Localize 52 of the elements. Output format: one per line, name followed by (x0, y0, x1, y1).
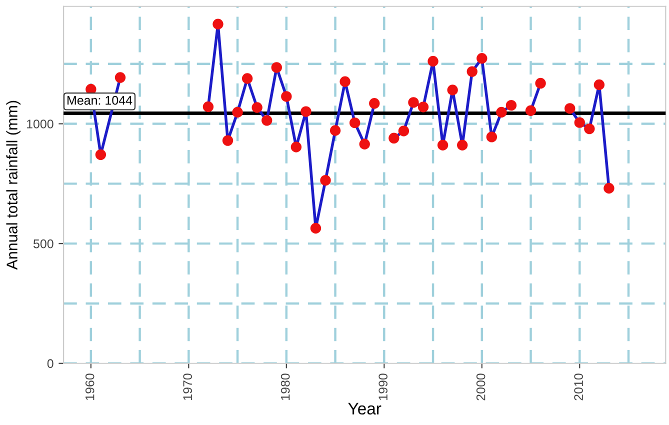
point (359, 138, 370, 150)
x-tick-label: 1970 (183, 374, 192, 400)
x-tick-label: 1980 (280, 374, 290, 400)
point (604, 182, 614, 194)
point (408, 97, 419, 108)
point (525, 105, 536, 116)
point (476, 53, 488, 64)
point (202, 101, 214, 112)
point (222, 135, 234, 146)
x-tick-label: 1960 (85, 374, 94, 400)
point (349, 117, 360, 128)
x-tick-label: 1990 (378, 374, 388, 400)
point (114, 72, 126, 83)
point (290, 142, 302, 152)
point (320, 174, 331, 186)
x-tick-label: 2000 (476, 374, 486, 400)
point (242, 73, 253, 84)
point (340, 76, 350, 87)
point (437, 140, 448, 150)
y-tick-label: 500 (33, 239, 54, 248)
point (456, 140, 468, 150)
point (95, 149, 106, 160)
point (428, 56, 438, 67)
point (212, 18, 224, 30)
point (496, 106, 507, 118)
point (506, 100, 517, 111)
point (369, 98, 380, 109)
point (574, 117, 585, 128)
point (310, 222, 322, 234)
point (486, 132, 498, 142)
ref-line-label: Mean: 1044 (68, 96, 132, 105)
y-tick-label: 1000 (26, 120, 54, 128)
point (232, 106, 243, 118)
point (281, 91, 292, 102)
point (262, 115, 272, 126)
point (594, 79, 605, 90)
point (584, 123, 595, 134)
x-tick-label: 2010 (574, 374, 583, 400)
point (330, 125, 341, 136)
point (388, 132, 400, 144)
x-axis-title: Year (348, 402, 382, 415)
point (466, 66, 478, 77)
point (564, 103, 576, 114)
point (418, 102, 429, 112)
y-tick-label: 0 (47, 359, 54, 368)
point (398, 126, 410, 136)
point (535, 78, 546, 89)
point (252, 102, 262, 113)
point (271, 62, 282, 73)
y-axis-title: Annual total rainfall (mm) (6, 100, 20, 270)
point (300, 106, 312, 117)
point (447, 84, 458, 96)
